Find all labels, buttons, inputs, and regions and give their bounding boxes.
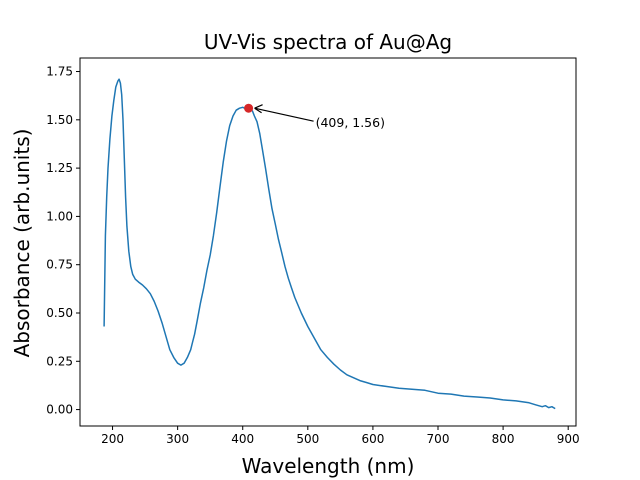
axes-frame [79, 57, 577, 427]
y-tick-label: 1.00 [46, 209, 73, 223]
annotation-arrow-head [254, 104, 263, 114]
y-tick-label: 0.00 [46, 403, 73, 417]
x-tick-label: 900 [557, 432, 580, 446]
annotation-arrow-shaft [254, 107, 314, 122]
chart-title: UV-Vis spectra of Au@Ag [204, 30, 452, 54]
x-tick-label: 500 [296, 432, 319, 446]
series-line-0 [103, 78, 556, 410]
y-axis-label: Absorbance (arb.units) [10, 129, 34, 358]
y-tick-label: 1.25 [46, 161, 73, 175]
peak-marker [244, 103, 254, 113]
annotation-label: (409, 1.56) [316, 115, 385, 130]
x-tick-label: 700 [427, 432, 450, 446]
x-tick-label: 300 [166, 432, 189, 446]
x-tick-label: 200 [101, 432, 124, 446]
y-tick-label: 0.75 [46, 258, 73, 272]
y-tick-label: 0.25 [46, 354, 73, 368]
y-tick-label: 0.50 [46, 306, 73, 320]
y-tick-label: 1.75 [46, 65, 73, 79]
x-tick-label: 600 [361, 432, 384, 446]
y-tick-label: 1.50 [46, 113, 73, 127]
x-tick-label: 400 [231, 432, 254, 446]
plot-area: 200 300 400 500 600 700 800 900 0.00 0.25 0.50 0.75… [46, 57, 580, 446]
x-tick-label: 800 [492, 432, 515, 446]
x-axis-label: Wavelength (nm) [242, 454, 415, 478]
